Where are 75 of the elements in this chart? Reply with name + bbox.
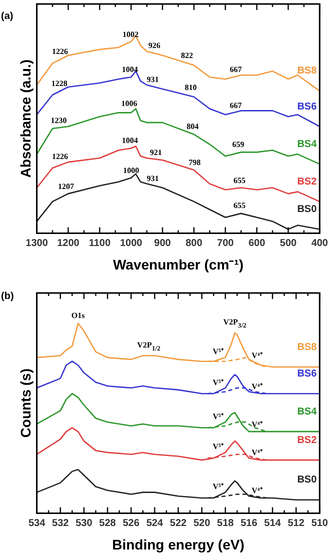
x-tick-label: 532 [52,518,70,529]
y-axis-title: Counts (s) [17,368,34,438]
x-tick-label: 600 [248,238,266,249]
x-tick-label: 510 [311,518,328,529]
annotation: 926 [148,41,160,50]
x-tick-label: 400 [311,238,328,249]
x-tick-label: 522 [170,518,188,529]
series-label: BS8 [297,342,318,353]
x-tick-label: 1000 [120,238,143,249]
series-label: BS6 [297,101,318,112]
annotation: 1000 [123,166,140,175]
annotation: 804 [186,122,199,132]
x-tick-label: 528 [99,518,116,529]
annotation: V⁵⁺ [212,378,224,387]
annotation: 1230 [50,116,67,126]
x-tick-label: 700 [217,238,234,249]
series-label: BS2 [297,176,318,188]
annotation: 659 [232,140,244,150]
x-tick-label: 530 [76,518,93,529]
x-tick-label: 900 [154,238,172,249]
annotation: 1226 [52,47,68,56]
annotation: 667 [230,100,242,110]
annotation: 1004 [122,65,138,74]
annotation: 1226 [52,152,68,162]
series-label: BS6 [297,368,318,380]
x-tick-label: 524 [146,518,164,529]
annotation: 1207 [58,182,74,191]
x-tick-label: 800 [186,238,203,249]
series-label: BS0 [297,474,318,486]
series-label: BS8 [297,66,318,77]
annotation: 810 [184,82,197,92]
annotation: 798 [188,158,201,167]
annotation: 655 [234,201,246,210]
x-tick-label: 514 [264,518,282,529]
x-tick-label: 518 [217,518,234,529]
annotation: 822 [181,51,194,60]
annotation: V⁴⁺ [252,448,263,458]
annotation: 1002 [122,30,138,39]
annotation: V⁴⁺ [252,486,263,495]
x-tick-label: 1200 [57,238,80,249]
x-tick-label: 516 [240,518,258,529]
annotation: 1006 [121,98,138,108]
annotation: V⁵⁺ [212,442,224,452]
annotation: O1s [71,311,85,320]
annotation: V2P$_{3/2}$ [223,318,246,330]
x-tick-label: 1300 [26,238,48,249]
x-tick-label: 1100 [88,238,111,249]
annotation: 655 [234,176,246,185]
y-axis-title: Absorbance (a.u.) [17,59,34,178]
series-label: BS0 [297,204,318,215]
annotation: V⁴⁺ [252,382,263,391]
annotation: 1004 [122,136,138,146]
x-tick-label: 520 [193,518,211,529]
x-tick-label: 512 [288,518,305,529]
x-tick-label: 534 [28,518,46,529]
annotation: V2P$_{1/2}$ [137,340,160,353]
x-axis-title: Wavenumber (cm⁻¹) [112,256,244,272]
annotation: 921 [150,148,162,158]
series-label: BS4 [297,138,318,150]
annotation: 931 [146,74,159,84]
annotation: V⁵⁺ [212,347,224,356]
chart-title: (b) [1,290,14,302]
chart-title: (a) [1,10,14,22]
series-label: BS2 [297,434,318,446]
x-tick-label: 500 [280,238,298,249]
x-axis-title: Binding energy (eV) [112,536,244,552]
annotation: 1228 [51,78,68,88]
annotation: V⁴⁺ [252,351,263,360]
annotation: V⁵⁺ [212,482,224,492]
series-label: BS4 [297,406,318,418]
annotation: 931 [146,174,159,183]
annotation: V⁵⁺ [212,412,224,421]
annotation: 667 [230,65,242,74]
x-tick-label: 526 [122,518,140,529]
annotation: V⁴⁺ [252,420,263,429]
